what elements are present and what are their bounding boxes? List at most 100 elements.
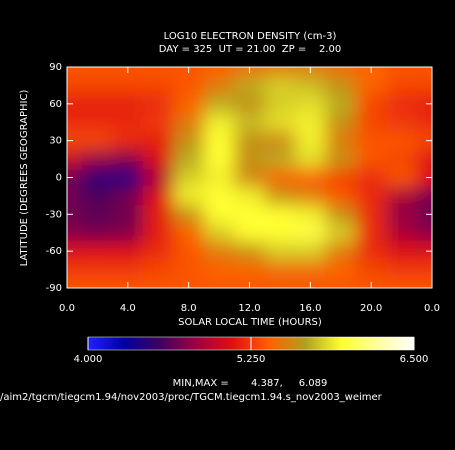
cell <box>295 168 327 188</box>
cell <box>143 168 174 188</box>
cell <box>264 260 296 280</box>
cell <box>325 168 357 188</box>
cell <box>416 131 432 151</box>
x-tick-label: 0.0 <box>424 303 440 314</box>
cell <box>112 94 144 114</box>
x-tick-label: 8.0 <box>181 303 197 314</box>
cell <box>173 113 205 132</box>
cell <box>234 186 266 206</box>
cell <box>173 76 205 96</box>
x-tick-label: 20.0 <box>360 303 382 314</box>
cell <box>355 223 387 243</box>
cell <box>264 205 296 225</box>
cell <box>416 260 432 280</box>
cell <box>325 67 357 77</box>
y-tick-label: -30 <box>46 209 62 220</box>
colorbar-label: 5.250 <box>237 354 266 365</box>
min-max: MIN,MAX = 4.387, 6.089 <box>173 378 328 389</box>
cell <box>416 241 432 261</box>
cell <box>264 241 296 261</box>
cell <box>325 223 357 243</box>
cell <box>386 94 418 114</box>
cell <box>143 67 174 77</box>
cell <box>203 260 235 280</box>
colorbar-label: 4.000 <box>74 354 103 365</box>
cell <box>173 205 205 225</box>
cell <box>67 260 83 280</box>
cell <box>143 241 174 261</box>
cell <box>143 76 174 96</box>
cell <box>67 76 83 96</box>
cell <box>143 131 174 151</box>
cell <box>234 94 266 114</box>
cell <box>173 168 205 188</box>
cell <box>416 149 432 169</box>
cell <box>264 76 296 96</box>
cell <box>112 260 144 280</box>
cell <box>203 186 235 206</box>
cell <box>325 131 357 151</box>
cell <box>386 241 418 261</box>
cell <box>82 223 114 243</box>
cell <box>325 113 357 132</box>
x-axis-label: SOLAR LOCAL TIME (HOURS) <box>178 317 322 328</box>
field <box>67 67 432 288</box>
cell <box>386 168 418 188</box>
cell <box>203 205 235 225</box>
cell <box>355 186 387 206</box>
cell <box>143 186 174 206</box>
cell <box>203 76 235 96</box>
cell <box>67 113 83 132</box>
cell <box>295 76 327 96</box>
y-tick-label: 90 <box>49 62 62 73</box>
cell <box>67 223 83 243</box>
cell <box>295 223 327 243</box>
cell <box>173 186 205 206</box>
cell <box>325 186 357 206</box>
y-tick-label: -90 <box>46 283 62 294</box>
cell <box>234 131 266 151</box>
cell <box>416 223 432 243</box>
cell <box>203 168 235 188</box>
cell <box>203 113 235 132</box>
cell <box>82 113 114 132</box>
cell <box>173 94 205 114</box>
cell <box>355 168 387 188</box>
cell <box>416 205 432 225</box>
cell <box>112 241 144 261</box>
cell <box>82 278 114 288</box>
cell <box>67 67 83 77</box>
cell <box>416 278 432 288</box>
cell <box>112 131 144 151</box>
cell <box>203 94 235 114</box>
cell <box>234 76 266 96</box>
cell <box>143 278 174 288</box>
file-path: /aim2/tgcm/tiegcm1.94/nov2003/proc/TGCM.… <box>0 392 383 403</box>
cell <box>416 76 432 96</box>
cell <box>203 278 235 288</box>
cell <box>416 186 432 206</box>
cell <box>67 168 83 188</box>
cell <box>143 205 174 225</box>
cell <box>67 278 83 288</box>
cell <box>234 149 266 169</box>
cell <box>325 149 357 169</box>
cell <box>295 186 327 206</box>
chart-title: LOG10 ELECTRON DENSITY (cm-3) <box>164 31 337 42</box>
cell <box>112 113 144 132</box>
cell <box>143 94 174 114</box>
cell <box>416 168 432 188</box>
cell <box>264 278 296 288</box>
cell <box>112 223 144 243</box>
cell <box>143 113 174 132</box>
x-tick-label: 16.0 <box>299 303 321 314</box>
cell <box>295 113 327 132</box>
plot-area <box>67 67 432 288</box>
cell <box>386 278 418 288</box>
cell <box>82 94 114 114</box>
y-tick-label: -60 <box>46 246 62 257</box>
cell <box>264 67 296 77</box>
cell <box>295 241 327 261</box>
colorbar-label: 6.500 <box>400 354 429 365</box>
